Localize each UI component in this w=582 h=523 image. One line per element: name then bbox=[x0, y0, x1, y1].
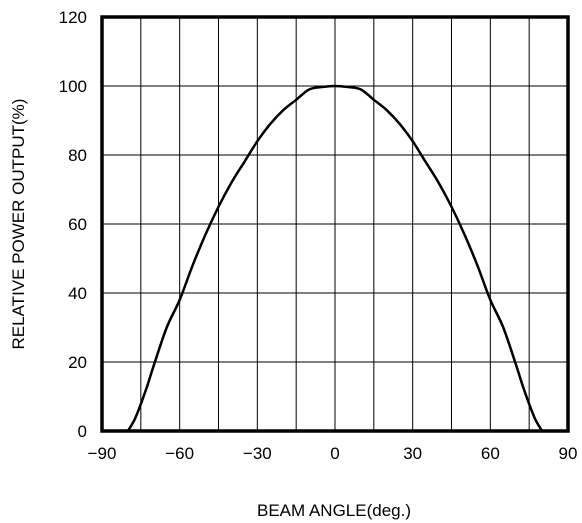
x-tick-label: −30 bbox=[243, 444, 272, 463]
x-tick-label: 60 bbox=[481, 444, 500, 463]
x-tick-label: 90 bbox=[559, 444, 578, 463]
y-tick-label: 100 bbox=[59, 77, 87, 96]
x-tick-label: 0 bbox=[330, 444, 339, 463]
y-axis-label: RELATIVE POWER OUTPUT(%) bbox=[9, 99, 28, 350]
x-axis-label: BEAM ANGLE(deg.) bbox=[257, 501, 411, 520]
power-curve-line bbox=[126, 84, 544, 432]
y-tick-label: 60 bbox=[68, 215, 87, 234]
x-tick-label: 30 bbox=[403, 444, 422, 463]
y-tick-label: 40 bbox=[68, 284, 87, 303]
y-tick-label: 20 bbox=[68, 353, 87, 372]
grid bbox=[102, 17, 568, 431]
plot-frame bbox=[100, 15, 570, 433]
y-tick-label: 0 bbox=[78, 422, 87, 441]
y-tick-label: 120 bbox=[59, 8, 87, 27]
y-axis-ticks: 0 20 40 60 80 100 120 bbox=[59, 8, 87, 441]
x-tick-label: −90 bbox=[88, 444, 117, 463]
y-tick-label: 80 bbox=[68, 146, 87, 165]
x-tick-label: −60 bbox=[165, 444, 194, 463]
x-axis-ticks: −90 −60 −30 0 30 60 90 bbox=[88, 444, 578, 463]
